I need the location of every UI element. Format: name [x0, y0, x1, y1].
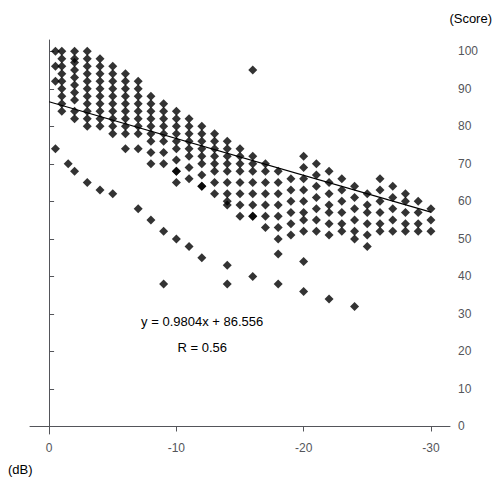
- svg-text:(Score): (Score): [449, 11, 492, 26]
- svg-text:0: 0: [458, 419, 465, 433]
- svg-text:40: 40: [458, 269, 472, 283]
- svg-text:R = 0.56: R = 0.56: [177, 340, 227, 355]
- svg-text:10: 10: [458, 382, 472, 396]
- svg-text:50: 50: [458, 232, 472, 246]
- svg-text:20: 20: [458, 344, 472, 358]
- svg-text:-30: -30: [422, 441, 440, 455]
- svg-text:30: 30: [458, 307, 472, 321]
- svg-text:70: 70: [458, 157, 472, 171]
- svg-text:y = 0.9804x + 86.556: y = 0.9804x + 86.556: [141, 314, 263, 329]
- svg-text:90: 90: [458, 82, 472, 96]
- svg-text:100: 100: [458, 44, 478, 58]
- svg-text:-10: -10: [168, 441, 186, 455]
- svg-text:60: 60: [458, 194, 472, 208]
- svg-text:(dB): (dB): [8, 462, 33, 477]
- svg-text:0: 0: [46, 441, 53, 455]
- svg-text:-20: -20: [295, 441, 313, 455]
- svg-text:80: 80: [458, 119, 472, 133]
